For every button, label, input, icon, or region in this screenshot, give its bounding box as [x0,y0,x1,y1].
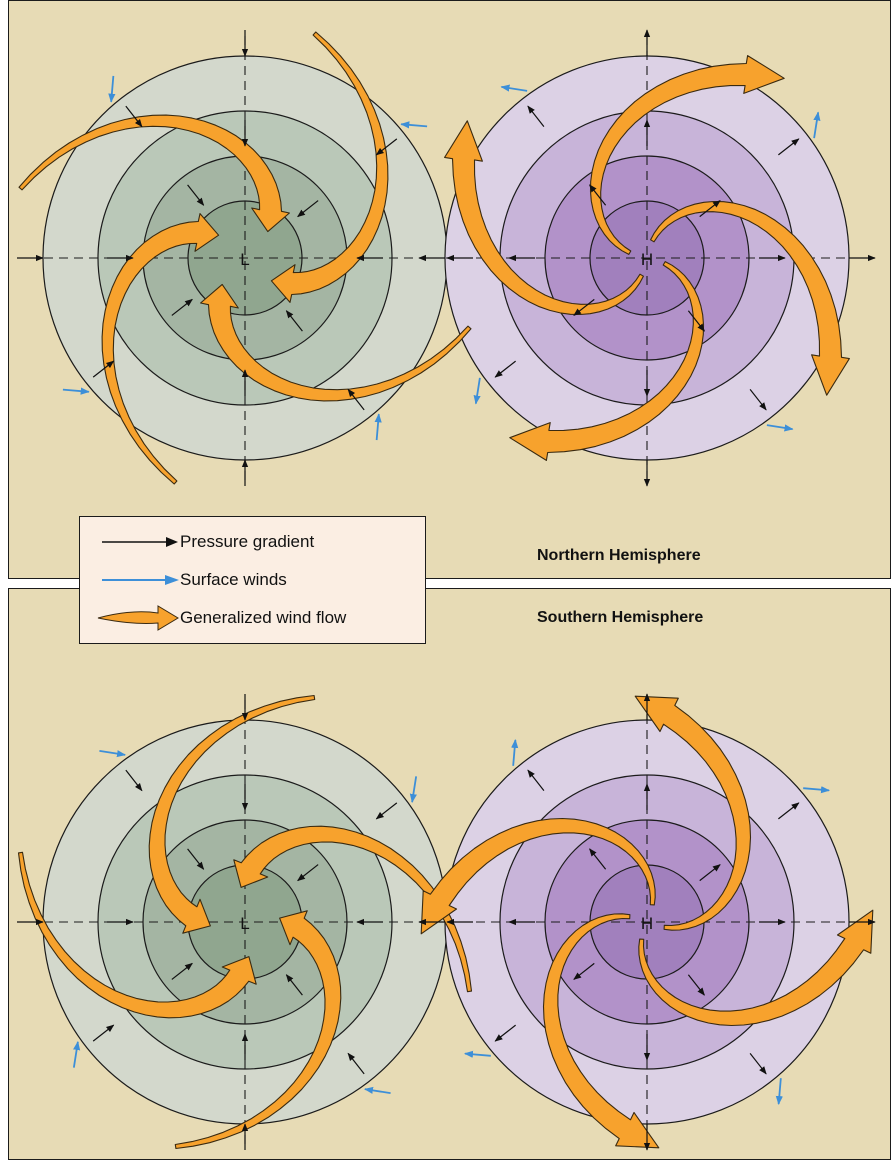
south-low-surface-wind-arrow [409,776,418,803]
north-high-wind-flow-arrow [444,120,644,316]
north-high-surface-wind-arrow [813,111,821,139]
north-high-wind-flow-arrow [509,261,705,461]
legend-item-surface-winds: Surface winds [80,565,425,595]
south-low-surface-wind-arrow [364,1086,391,1095]
north-low-wind-flow-arrow [101,213,220,485]
south-low-wind-flow-arrow [148,694,316,934]
south-low-wind-flow-arrow [233,825,473,993]
north-low-surface-wind-arrow [62,387,90,395]
north-high-surface-wind-arrow [766,424,794,432]
south-low-wind-flow-arrow [174,910,342,1150]
north-high-pressure-gradient-arrow [699,200,721,218]
north-high-pressure-gradient-arrow [778,138,800,156]
north-high-pressure-gradient-arrow [494,360,516,378]
north-hemisphere-label: Northern Hemisphere [537,547,701,564]
south-high-surface-wind-arrow [775,1078,783,1105]
north-low-surface-wind-arrow [400,121,428,129]
south-high-center-label: H [641,914,653,933]
north-low-surface-wind-arrow [374,413,382,441]
north-low-pressure-gradient-arrow [375,138,398,156]
north-low-pressure-gradient-arrow [187,184,205,206]
legend: Pressure gradient Surface winds Generali… [79,516,426,644]
south-high-surface-wind-arrow [803,786,830,794]
north-high-surface-wind-arrow [473,377,481,405]
legend-item-pressure-gradient: Pressure gradient [80,527,425,557]
north-high-pressure-gradient-arrow [687,310,705,332]
legend-label-pressure-gradient: Pressure gradient [180,532,315,551]
north-low-pressure-gradient-arrow [171,298,193,316]
south-high-surface-wind-arrow [464,1050,491,1058]
north-low-pressure-gradient-arrow [285,310,303,332]
south-low-pressure-gradient-arrow [92,1024,115,1042]
south-low-pressure-gradient-arrow [285,974,303,996]
legend-item-generalized-wind-flow: Generalized wind flow [80,603,425,633]
north-high-wind-flow-arrow [589,55,785,255]
north-low-pressure-gradient-arrow [297,200,319,218]
north-low-pressure-gradient-arrow [125,105,143,128]
south-high-pressure-gradient-arrow [778,802,800,820]
south-low-surface-wind-arrow [72,1041,81,1068]
south-low-pressure-gradient-arrow [347,1052,365,1075]
north-high-surface-wind-arrow [500,84,528,92]
north-high-center-label: H [641,250,653,269]
south-high-pressure-gradient-arrow [687,974,705,996]
legend-label-surface-winds: Surface winds [180,570,287,589]
south-hemisphere-label: Southern Hemisphere [537,609,703,626]
south-low-center-label: L [240,914,249,933]
south-high-pressure-gradient-arrow [527,769,545,791]
north-low-surface-wind-arrow [108,75,116,103]
south-high-pressure-gradient-arrow [494,1024,516,1042]
south-high-pressure-gradient-arrow [699,864,721,882]
north-low-wind-flow-arrow [270,31,389,303]
surface-winds-arrow-icon [102,575,179,585]
generalized-wind-flow-arrow-icon [97,605,179,631]
legend-label-generalized-wind-flow: Generalized wind flow [180,608,347,627]
south-high-pressure-gradient-arrow [573,962,595,980]
south-low-pressure-gradient-arrow [297,864,319,882]
north-low-wind-flow-arrow [18,114,290,233]
pressure-gradient-arrow-icon [102,537,178,547]
south-low-pressure-gradient-arrow [375,802,398,820]
south-high-surface-wind-arrow [511,739,519,766]
north-high-pressure-gradient-arrow [749,389,767,411]
south-low-pressure-gradient-arrow [187,848,205,870]
north-high-pressure-gradient-arrow [527,105,545,127]
north-low-center-label: L [240,250,249,269]
south-low-surface-wind-arrow [99,749,126,758]
north-low-pressure-gradient-arrow [92,360,115,378]
north-high-pressure-gradient-arrow [573,298,595,316]
south-low-wind-flow-arrow [17,851,257,1019]
south-low-pressure-gradient-arrow [171,962,193,980]
south-low-pressure-gradient-arrow [125,769,143,792]
south-high-pressure-gradient-arrow [749,1053,767,1075]
north-high-pressure-gradient-arrow [589,184,607,206]
south-high-pressure-gradient-arrow [589,848,607,870]
north-high-wind-flow-arrow [650,200,850,396]
north-low-pressure-gradient-arrow [347,388,365,411]
north-low-wind-flow-arrow [200,283,472,402]
